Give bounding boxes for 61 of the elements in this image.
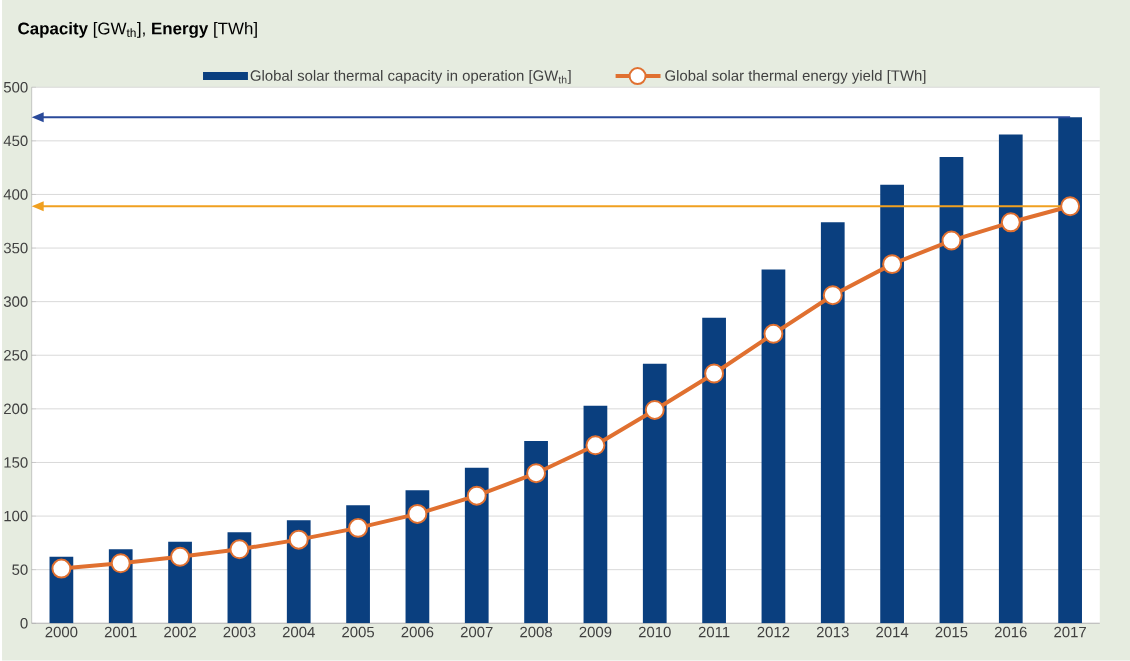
point (1060, 196, 1081, 217)
y-tick-label: 0 (20, 618, 28, 629)
y-tick-label: 450 (3, 135, 28, 147)
x-tick-label: 2000 (45, 626, 78, 638)
legend-label: Global solar thermal energy yield [TWh] (665, 70, 926, 84)
x-tick-label: 2006 (401, 626, 434, 638)
bar (880, 184, 904, 624)
x-tick-label: 2010 (638, 626, 671, 638)
x-tick-label: 2002 (164, 626, 196, 638)
point (110, 553, 131, 574)
point (644, 400, 665, 421)
x-tick-label: 2013 (816, 626, 849, 638)
point (704, 363, 725, 384)
x-tick-label: 2014 (876, 626, 909, 638)
point (466, 485, 487, 506)
y-tick-label: 400 (3, 189, 28, 200)
bar (702, 317, 726, 624)
x-tick-label: 2008 (520, 626, 553, 638)
y-tick-label: 350 (3, 242, 28, 254)
bar (761, 269, 786, 624)
point (407, 504, 428, 524)
x-tick-label: 2012 (757, 626, 790, 638)
y-tick-label: 300 (3, 296, 28, 308)
point (51, 558, 72, 579)
legend-label: Global solar thermal capacity in operation [GW$_{th}$] (250, 70, 571, 84)
point (822, 285, 843, 306)
point (526, 463, 547, 484)
x-tick-label: 2007 (460, 626, 493, 638)
point (585, 435, 606, 456)
x-tick-label: 2003 (223, 626, 256, 638)
point (170, 546, 191, 567)
point (941, 230, 962, 251)
point (348, 517, 369, 538)
y-tick-label: 150 (4, 457, 28, 468)
x-tick-label: 2009 (579, 626, 612, 638)
bar (642, 363, 667, 624)
y-tick-label: 50 (12, 564, 28, 576)
point (763, 323, 784, 344)
point (882, 254, 903, 275)
bar (524, 441, 548, 624)
x-tick-label: 2017 (1054, 626, 1086, 638)
bar (939, 157, 964, 624)
point (229, 539, 250, 560)
x-tick-label: 2001 (104, 626, 137, 638)
point (1000, 212, 1021, 233)
y-axis-title: Capacity [GW$_{th}$], Energy [TWh] (18, 22, 257, 38)
bar (1058, 117, 1082, 624)
bar (583, 405, 608, 624)
y-tick-label: 250 (4, 350, 28, 361)
x-tick-label: 2004 (282, 626, 315, 638)
y-tick-label: 200 (4, 403, 28, 415)
x-tick-label: 2005 (342, 626, 375, 638)
bar (998, 134, 1023, 624)
bar (464, 467, 489, 624)
x-tick-label: 2015 (935, 626, 968, 638)
point (288, 529, 309, 550)
y-tick-label: 100 (4, 510, 28, 522)
bar (820, 222, 845, 624)
x-tick-label: 2016 (994, 626, 1027, 638)
x-tick-label: 2011 (698, 626, 730, 638)
y-tick-label: 500 (3, 82, 28, 93)
